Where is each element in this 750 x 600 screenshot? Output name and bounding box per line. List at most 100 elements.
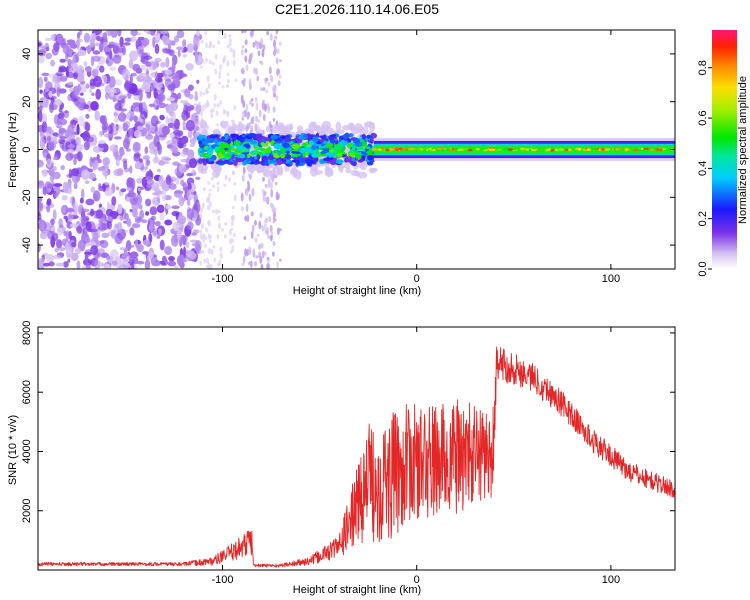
- noise-blob: [185, 241, 190, 249]
- noise-blob: [166, 97, 176, 102]
- band-blob: [263, 160, 268, 165]
- stripe-blob: [272, 118, 276, 122]
- band-glow: [341, 125, 351, 131]
- noise-haze: [204, 236, 208, 240]
- band-blob: [225, 153, 232, 158]
- narrow-band-core: [531, 148, 536, 152]
- noise-blob: [99, 65, 105, 73]
- narrow-band-core: [389, 148, 394, 151]
- noise-blob: [177, 215, 187, 225]
- noise-blob: [145, 134, 154, 140]
- noise-blob: [90, 55, 95, 67]
- colorbar-tick-label: 0.4: [697, 161, 709, 176]
- noise-haze: [217, 40, 221, 45]
- noise-blob: [125, 148, 131, 152]
- band-blob: [219, 142, 228, 148]
- noise-haze: [197, 101, 201, 106]
- noise-blob: [167, 117, 174, 123]
- noise-haze: [231, 205, 235, 210]
- noise-blob: [117, 123, 122, 133]
- stripe-blob: [241, 110, 245, 120]
- band-blob: [198, 134, 203, 140]
- noise-blob: [57, 112, 65, 120]
- noise-blob: [108, 76, 116, 88]
- noise-blob: [131, 259, 135, 269]
- noise-haze: [217, 81, 221, 86]
- noise-blob: [97, 248, 105, 254]
- noise-blob: [43, 262, 51, 267]
- noise-haze: [207, 221, 211, 227]
- noise-blob: [116, 215, 123, 220]
- noise-haze: [231, 214, 235, 221]
- stripe-blob: [266, 256, 270, 261]
- noise-haze: [212, 44, 216, 48]
- noise-blob: [158, 174, 164, 186]
- noise-haze: [223, 234, 227, 239]
- noise-blob: [168, 183, 177, 190]
- noise-haze: [234, 78, 238, 82]
- band-blob: [249, 133, 257, 138]
- stripe-blob: [266, 196, 270, 205]
- noise-blob: [178, 164, 186, 174]
- noise-blob: [92, 190, 101, 202]
- noise-blob: [97, 36, 105, 42]
- noise-blob: [110, 87, 115, 98]
- noise-haze: [208, 188, 212, 192]
- noise-blob: [89, 208, 95, 217]
- noise-blob: [41, 45, 47, 57]
- noise-haze: [232, 171, 236, 175]
- noise-blob: [98, 131, 104, 138]
- noise-haze: [228, 42, 232, 47]
- noise-blob: [39, 89, 43, 94]
- stripe-blob: [260, 61, 264, 66]
- snr-panel: -100 0 100 2000 4000 6000 8000 Height of stra…: [7, 321, 676, 596]
- noise-blob: [92, 55, 101, 62]
- noise-blob: [77, 38, 83, 43]
- noise-blob: [81, 169, 90, 180]
- noise-blob: [94, 110, 100, 121]
- noise-haze: [208, 239, 212, 243]
- noise-haze: [211, 184, 215, 189]
- band-blob: [295, 151, 301, 155]
- narrow-band-core: [464, 148, 467, 151]
- noise-blob: [127, 127, 134, 136]
- stripe-blob: [242, 255, 246, 264]
- snr-x-ticks: -100 0 100: [211, 327, 620, 586]
- noise-blob: [82, 227, 89, 234]
- noise-blob: [157, 206, 164, 212]
- narrow-band-core: [417, 148, 422, 152]
- stripe-blob: [270, 181, 273, 190]
- noise-blob: [70, 252, 79, 261]
- stripe-blob: [244, 39, 248, 46]
- noise-blob: [113, 150, 119, 158]
- noise-blob: [178, 195, 185, 207]
- noise-blob: [193, 193, 198, 204]
- noise-blob: [156, 235, 161, 239]
- band-blob: [243, 141, 249, 145]
- noise-haze: [208, 59, 212, 65]
- stripe-blob: [252, 41, 256, 48]
- noise-blob: [44, 85, 49, 93]
- stripe-blob: [246, 214, 250, 222]
- band-glow: [271, 124, 281, 133]
- noise-blob: [195, 50, 199, 63]
- noise-blob: [81, 216, 86, 227]
- noise-blob: [180, 135, 189, 144]
- noise-blob: [85, 113, 90, 119]
- stripe-blob: [262, 87, 266, 91]
- band-blob: [353, 138, 361, 144]
- noise-blob: [81, 211, 86, 216]
- stripe-blob: [252, 248, 256, 257]
- noise-blob: [70, 196, 76, 206]
- noise-blob: [38, 55, 45, 64]
- noise-blob: [140, 110, 148, 120]
- noise-haze: [207, 82, 211, 90]
- noise-haze: [200, 207, 204, 214]
- noise-blob: [182, 39, 187, 48]
- stripe-blob: [260, 37, 263, 45]
- noise-blob: [84, 66, 92, 72]
- noise-haze: [199, 260, 203, 266]
- noise-blob: [48, 102, 54, 114]
- noise-haze: [201, 202, 205, 209]
- spectrogram-x-axis-label: Height of straight line (km): [293, 285, 421, 297]
